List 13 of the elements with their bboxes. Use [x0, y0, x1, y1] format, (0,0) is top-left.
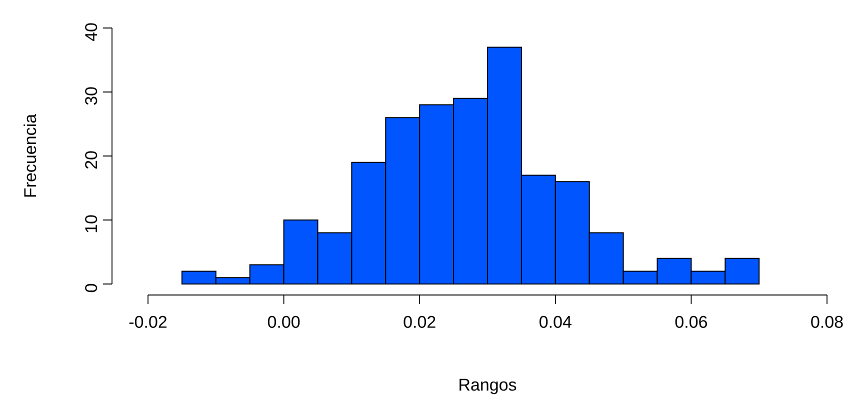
- x-tick-label: 0.08: [811, 316, 843, 328]
- y-tick-label: 10: [85, 215, 98, 232]
- x-tick-label: -0.02: [129, 316, 167, 328]
- x-tick-label: 0.06: [675, 316, 707, 328]
- x-tick-label: 0.04: [540, 316, 572, 328]
- y-axis-title: Frecuencia: [24, 114, 36, 197]
- x-axis-title: Rangos: [460, 378, 516, 394]
- y-tick-label: 20: [85, 151, 98, 169]
- x-tick-label: 0.00: [268, 316, 300, 328]
- x-tick-label: 0.02: [404, 316, 436, 328]
- y-tick-label: 30: [85, 87, 98, 105]
- y-tick-label: 0: [85, 284, 98, 292]
- y-tick-label: 40: [85, 23, 98, 42]
